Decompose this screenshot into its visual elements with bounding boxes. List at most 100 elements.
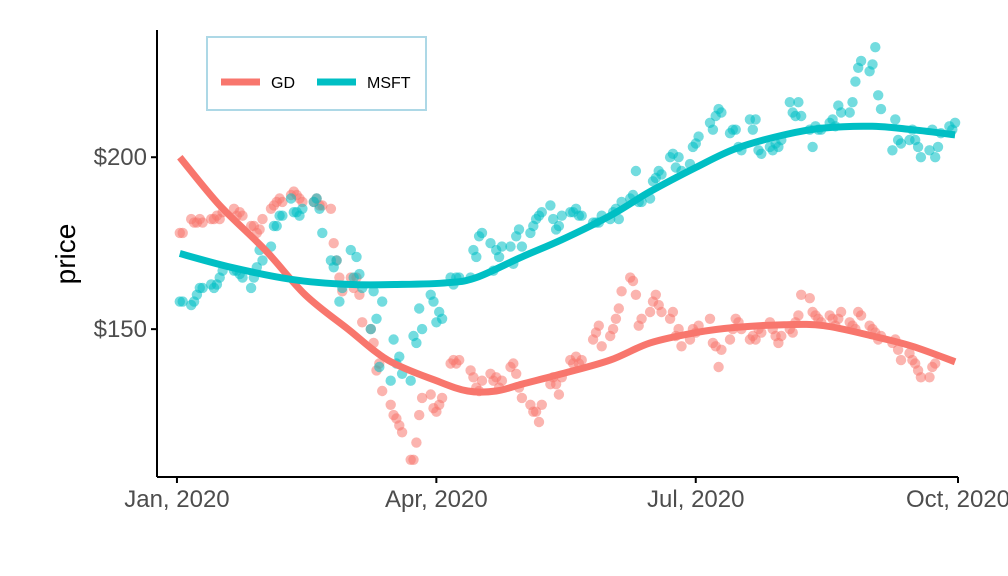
msft-point bbox=[912, 141, 924, 153]
msft-point bbox=[656, 169, 667, 180]
msft-point bbox=[548, 213, 559, 225]
msft-point bbox=[932, 141, 944, 153]
gd-point bbox=[436, 392, 448, 404]
gd-point bbox=[396, 427, 408, 438]
msft-point bbox=[516, 241, 528, 252]
gd-point bbox=[667, 306, 679, 318]
msft-point bbox=[793, 97, 804, 108]
msft-point bbox=[915, 152, 927, 163]
msft-point bbox=[354, 268, 365, 280]
gd-point bbox=[713, 361, 724, 373]
msft-point bbox=[890, 114, 901, 125]
msft-point bbox=[271, 220, 282, 232]
gd-point bbox=[496, 375, 508, 386]
gd-point bbox=[930, 358, 941, 369]
msft-trend-line bbox=[178, 122, 956, 289]
gd-point bbox=[787, 327, 798, 338]
gd-point bbox=[334, 272, 345, 283]
msft-point bbox=[496, 241, 508, 252]
msft-point bbox=[545, 200, 556, 211]
msft-point bbox=[536, 207, 547, 218]
gd-point bbox=[550, 379, 562, 390]
msft-point bbox=[850, 76, 861, 87]
gd-point bbox=[610, 313, 622, 324]
msft-point bbox=[553, 220, 565, 232]
gd-point bbox=[915, 372, 927, 383]
gd-point bbox=[656, 306, 667, 318]
msft-point bbox=[756, 148, 767, 159]
x-tick-label: Jan, 2020 bbox=[124, 486, 229, 513]
gd-point bbox=[924, 372, 935, 383]
y-ticks: $150 $200 bbox=[94, 144, 157, 343]
gd-point bbox=[835, 306, 847, 318]
msft-point bbox=[630, 165, 642, 177]
msft-point bbox=[873, 90, 884, 101]
gd-point bbox=[476, 375, 488, 386]
msft-point bbox=[576, 210, 587, 221]
gd-point bbox=[627, 275, 639, 287]
gd-point bbox=[804, 293, 815, 304]
msft-point bbox=[405, 375, 416, 386]
msft-point bbox=[351, 251, 362, 263]
gd-point bbox=[425, 389, 436, 400]
msft-point bbox=[365, 323, 376, 335]
x-tick-label: Apr, 2020 bbox=[385, 486, 488, 513]
y-axis-title: price bbox=[50, 224, 81, 285]
gd-point bbox=[613, 303, 624, 314]
msft-point bbox=[297, 203, 308, 214]
gd-point bbox=[508, 358, 519, 369]
msft-point bbox=[257, 255, 268, 266]
msft-point bbox=[237, 272, 248, 283]
msft-point bbox=[374, 361, 385, 373]
y-tick-label: $200 bbox=[94, 144, 147, 171]
msft-point bbox=[285, 193, 297, 204]
msft-point bbox=[377, 296, 388, 307]
msft-point bbox=[331, 255, 342, 266]
gd-point bbox=[616, 286, 627, 297]
gd-point bbox=[673, 323, 684, 335]
msft-point bbox=[416, 323, 428, 335]
gd-point bbox=[277, 196, 288, 208]
gd-point bbox=[593, 320, 604, 331]
msft-point bbox=[311, 193, 322, 204]
msft-point bbox=[314, 203, 325, 214]
msft-point bbox=[870, 42, 881, 53]
msft-point bbox=[796, 110, 807, 122]
msft-point bbox=[317, 227, 328, 239]
gd-point bbox=[237, 210, 248, 221]
gd-point bbox=[468, 372, 479, 383]
msft-point bbox=[556, 210, 567, 221]
gd-point bbox=[533, 416, 545, 428]
gd-trend-line bbox=[177, 154, 957, 396]
gd-point bbox=[855, 310, 867, 321]
msft-point bbox=[345, 244, 356, 256]
gd-point bbox=[676, 341, 687, 352]
gd-point bbox=[776, 330, 787, 342]
gd-point bbox=[377, 385, 388, 397]
gd-point bbox=[536, 399, 547, 410]
gd-point bbox=[254, 224, 265, 235]
gd-point bbox=[895, 354, 907, 366]
msft-point bbox=[385, 375, 396, 386]
msft-point bbox=[855, 55, 867, 67]
msft-point bbox=[924, 145, 935, 156]
msft-point bbox=[436, 313, 448, 324]
msft-point bbox=[471, 251, 482, 263]
gd-point bbox=[650, 289, 661, 300]
legend: GD MSFT bbox=[206, 36, 427, 111]
gd-point bbox=[716, 344, 727, 355]
msft-point bbox=[476, 227, 488, 239]
gd-point bbox=[704, 313, 716, 324]
msft-point bbox=[485, 238, 496, 249]
msft-point bbox=[949, 117, 961, 128]
msft-point bbox=[371, 313, 382, 324]
plot-area bbox=[174, 42, 961, 465]
gd-point bbox=[724, 334, 736, 345]
msft-point bbox=[493, 251, 505, 263]
msft-point bbox=[414, 303, 425, 314]
msft-point bbox=[277, 210, 288, 221]
msft-point bbox=[197, 282, 208, 294]
msft-point bbox=[930, 152, 941, 163]
msft-point bbox=[807, 141, 818, 153]
gd-point bbox=[750, 334, 761, 345]
